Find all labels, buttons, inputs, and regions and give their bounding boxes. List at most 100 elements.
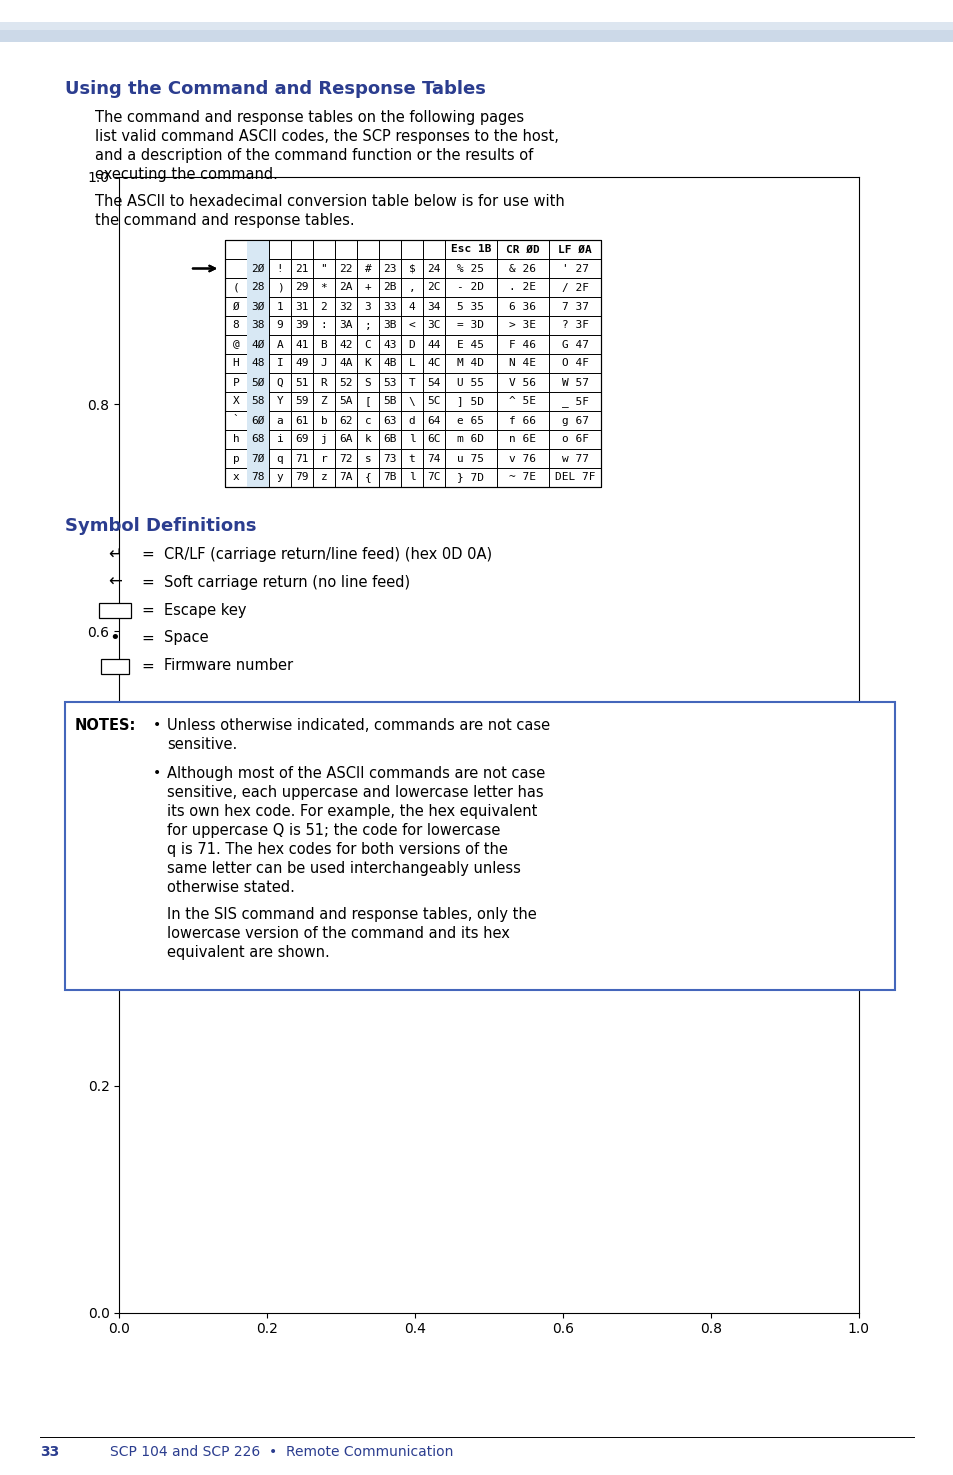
Text: =: = — [141, 658, 154, 674]
Text: 69: 69 — [294, 435, 309, 444]
Text: equivalent are shown.: equivalent are shown. — [167, 945, 330, 960]
Text: the command and response tables.: the command and response tables. — [95, 212, 355, 229]
Text: 24: 24 — [427, 264, 440, 273]
Text: - 2D: - 2D — [457, 283, 484, 292]
Text: 51: 51 — [294, 378, 309, 388]
Text: 4B: 4B — [383, 358, 396, 369]
Text: 4: 4 — [408, 301, 415, 311]
Text: E 45: E 45 — [457, 339, 484, 350]
Text: K: K — [364, 358, 371, 369]
Text: 7A: 7A — [339, 472, 353, 482]
Text: = 3D: = 3D — [457, 320, 484, 330]
Text: •: • — [152, 718, 161, 732]
Text: 64: 64 — [427, 416, 440, 425]
Text: 3Ø: 3Ø — [251, 301, 265, 311]
Text: CR ØD: CR ØD — [506, 245, 539, 255]
Text: n 6E: n 6E — [509, 435, 536, 444]
Text: 42: 42 — [339, 339, 353, 350]
Text: U 55: U 55 — [457, 378, 484, 388]
Text: / 2F: / 2F — [561, 283, 588, 292]
Text: e 65: e 65 — [457, 416, 484, 425]
Text: executing the command.: executing the command. — [95, 167, 277, 181]
Text: C: C — [364, 339, 371, 350]
Text: 5Ø: 5Ø — [251, 378, 265, 388]
Text: Q: Q — [276, 378, 283, 388]
Text: S: S — [364, 378, 371, 388]
Text: ' 27: ' 27 — [561, 264, 588, 273]
Text: 7B: 7B — [383, 472, 396, 482]
Text: b: b — [320, 416, 327, 425]
Text: DEL 7F: DEL 7F — [554, 472, 595, 482]
Text: u 75: u 75 — [457, 453, 484, 463]
Text: x: x — [233, 472, 239, 482]
Text: 32: 32 — [339, 301, 353, 311]
Text: 74: 74 — [427, 453, 440, 463]
Text: 44: 44 — [427, 339, 440, 350]
Text: l: l — [408, 435, 415, 444]
Text: 5B: 5B — [383, 397, 396, 407]
Text: same letter can be used interchangeably unless: same letter can be used interchangeably … — [167, 861, 520, 876]
Text: SCP 104 and SCP 226  •  Remote Communication: SCP 104 and SCP 226 • Remote Communicati… — [110, 1446, 453, 1459]
Text: 31: 31 — [294, 301, 309, 311]
Text: J: J — [320, 358, 327, 369]
Text: =: = — [141, 602, 154, 618]
Text: :: : — [320, 320, 327, 330]
Text: 63: 63 — [383, 416, 396, 425]
Text: y: y — [276, 472, 283, 482]
Text: d: d — [408, 416, 415, 425]
Text: H: H — [233, 358, 239, 369]
Text: =: = — [141, 574, 154, 590]
Text: % 25: % 25 — [457, 264, 484, 273]
Text: Although most of the ASCII commands are not case: Although most of the ASCII commands are … — [167, 766, 545, 780]
Text: 3C: 3C — [427, 320, 440, 330]
Text: 54: 54 — [427, 378, 440, 388]
Text: 38: 38 — [251, 320, 265, 330]
Text: •: • — [110, 628, 120, 648]
Text: Space: Space — [164, 630, 209, 646]
Text: 4A: 4A — [339, 358, 353, 369]
Text: and a description of the command function or the results of: and a description of the command functio… — [95, 148, 533, 164]
Text: [: [ — [364, 397, 371, 407]
Text: 6B: 6B — [383, 435, 396, 444]
Text: I: I — [276, 358, 283, 369]
Text: ←: ← — [108, 572, 122, 591]
Text: its own hex code. For example, the hex equivalent: its own hex code. For example, the hex e… — [167, 804, 537, 819]
Text: ;: ; — [364, 320, 371, 330]
Text: Esc: Esc — [105, 606, 125, 617]
Text: =: = — [141, 630, 154, 646]
Text: B: B — [320, 339, 327, 350]
Text: 68: 68 — [251, 435, 265, 444]
Text: q is 71. The hex codes for both versions of the: q is 71. The hex codes for both versions… — [167, 842, 507, 857]
Text: sensitive, each uppercase and lowercase letter has: sensitive, each uppercase and lowercase … — [167, 785, 543, 799]
Text: r: r — [320, 453, 327, 463]
Text: Firmware number: Firmware number — [164, 658, 293, 674]
Text: G 47: G 47 — [561, 339, 588, 350]
Text: =: = — [141, 547, 154, 562]
Text: !: ! — [276, 264, 283, 273]
Text: 2C: 2C — [427, 283, 440, 292]
Text: 59: 59 — [294, 397, 309, 407]
Text: _ 5F: _ 5F — [561, 397, 588, 407]
Text: V 56: V 56 — [509, 378, 536, 388]
Text: 29: 29 — [294, 283, 309, 292]
Text: 61: 61 — [294, 416, 309, 425]
Text: 6A: 6A — [339, 435, 353, 444]
Text: ~ 7E: ~ 7E — [509, 472, 536, 482]
Text: 71: 71 — [294, 453, 309, 463]
Text: ↵: ↵ — [108, 544, 122, 563]
Text: ^ 5E: ^ 5E — [509, 397, 536, 407]
Text: Z: Z — [320, 397, 327, 407]
Text: (: ( — [233, 283, 239, 292]
Text: ): ) — [276, 283, 283, 292]
Text: ": " — [320, 264, 327, 273]
Text: R: R — [320, 378, 327, 388]
Text: 3: 3 — [364, 301, 371, 311]
Text: for uppercase Q is 51; the code for lowercase: for uppercase Q is 51; the code for lowe… — [167, 823, 500, 838]
Text: o 6F: o 6F — [561, 435, 588, 444]
Text: {: { — [364, 472, 371, 482]
Text: h: h — [233, 435, 239, 444]
Text: v 76: v 76 — [509, 453, 536, 463]
Text: T: T — [408, 378, 415, 388]
Text: a: a — [276, 416, 283, 425]
Text: Ø: Ø — [233, 301, 239, 311]
